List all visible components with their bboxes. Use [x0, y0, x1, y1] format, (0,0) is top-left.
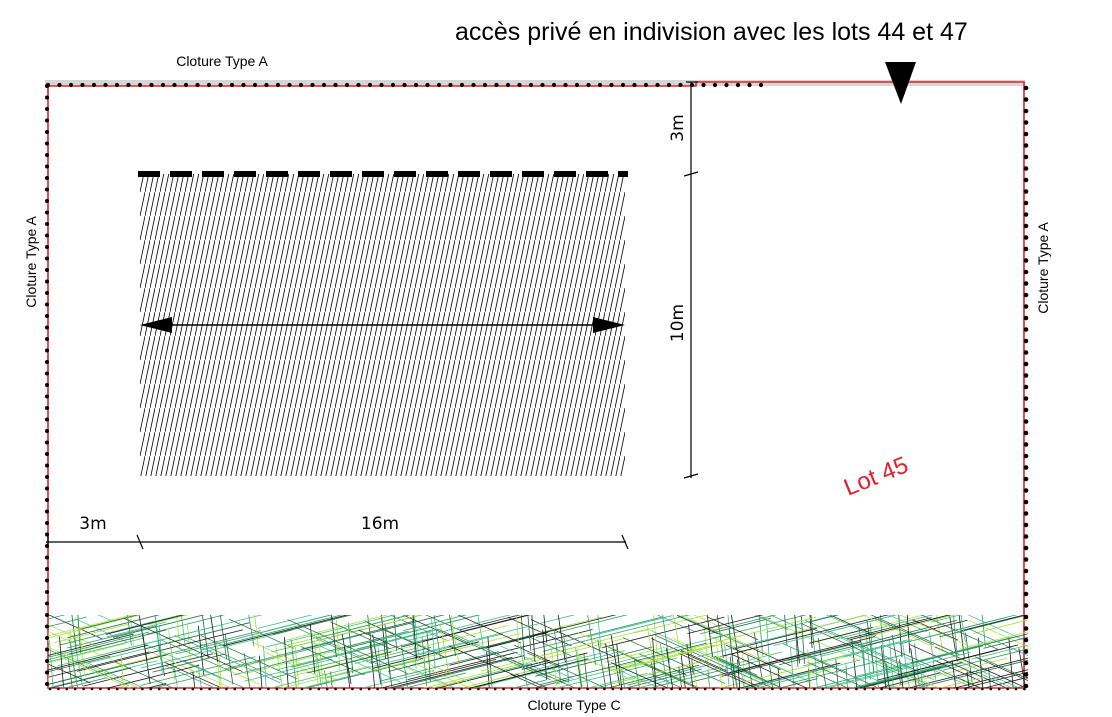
fence-label-right: Cloture Type A: [1035, 222, 1051, 314]
fence-label-bottom: Cloture Type C: [527, 697, 620, 713]
dimension-setback-top: 3m: [668, 114, 688, 141]
width-arrow-icon: [140, 317, 625, 333]
access-strip: [45, 80, 1025, 86]
access-note: accès privé en indivision avec les lots …: [455, 18, 968, 46]
triangle-down-icon: [885, 62, 916, 104]
vegetation-strip: [48, 615, 1028, 688]
fence-label-top: Cloture Type A: [176, 53, 268, 69]
lot-label: Lot 45: [840, 452, 912, 502]
dimension-setback-left: 3m: [79, 514, 106, 534]
dimension-building-width: 16m: [361, 514, 399, 534]
dimension-building-depth: 10m: [668, 304, 688, 342]
fence-label-left: Cloture Type A: [23, 216, 39, 308]
horizontal-dimension: [46, 534, 629, 550]
vertical-dimension: [683, 81, 699, 479]
fence-posts: [45, 82, 1029, 691]
